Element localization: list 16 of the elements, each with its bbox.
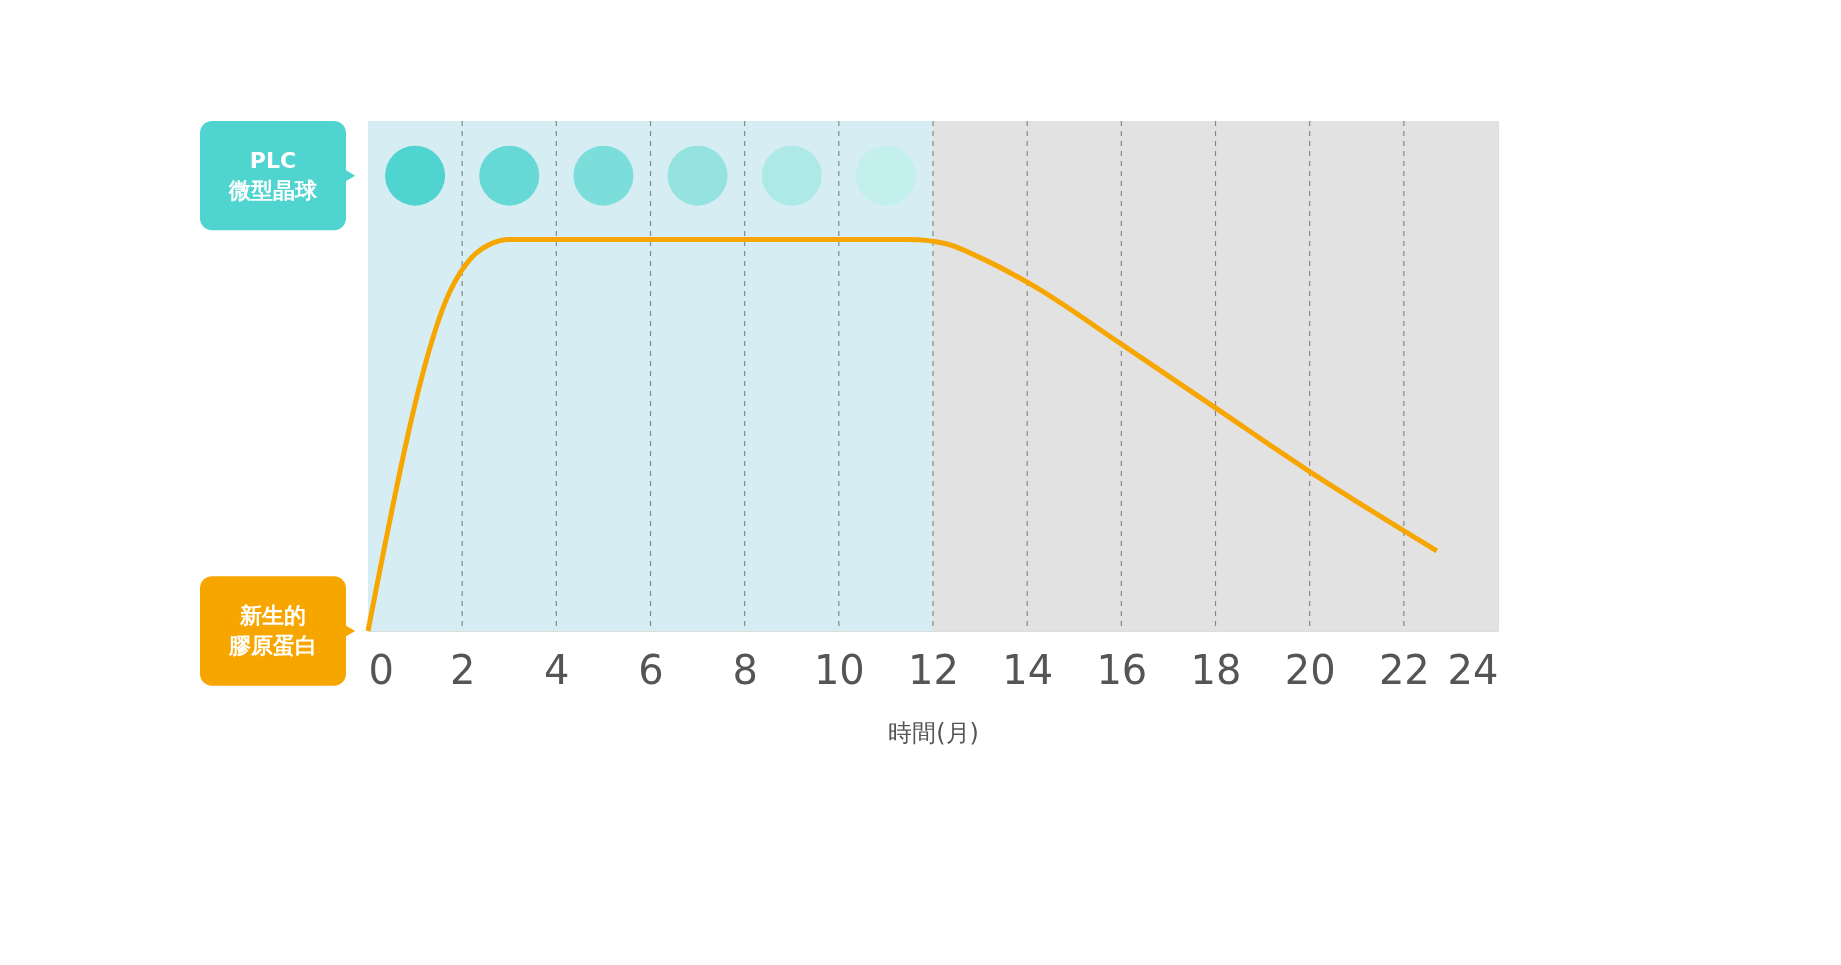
x-tick-label: 24 — [1447, 646, 1499, 693]
x-tick-label: 0 — [368, 646, 394, 693]
legend-label: 新生的膠原蛋白 — [228, 603, 317, 658]
x-tick-label: 4 — [544, 646, 570, 693]
x-tick-label: 8 — [732, 646, 758, 693]
x-tick-label: 12 — [908, 646, 959, 693]
x-tick-label: 14 — [1002, 646, 1054, 693]
x-tick-label: 20 — [1284, 646, 1336, 693]
x-tick-label: 22 — [1378, 646, 1430, 693]
x-tick-label: 6 — [638, 646, 664, 693]
x-tick-label: 2 — [449, 646, 476, 693]
x-tick-label: 10 — [813, 646, 865, 693]
x-tick-label: 18 — [1190, 646, 1242, 693]
x-axis-title: 時間(月) — [888, 718, 979, 747]
x-tick-label: 16 — [1096, 646, 1148, 693]
legend-label: PLC微型晶球 — [228, 147, 318, 203]
